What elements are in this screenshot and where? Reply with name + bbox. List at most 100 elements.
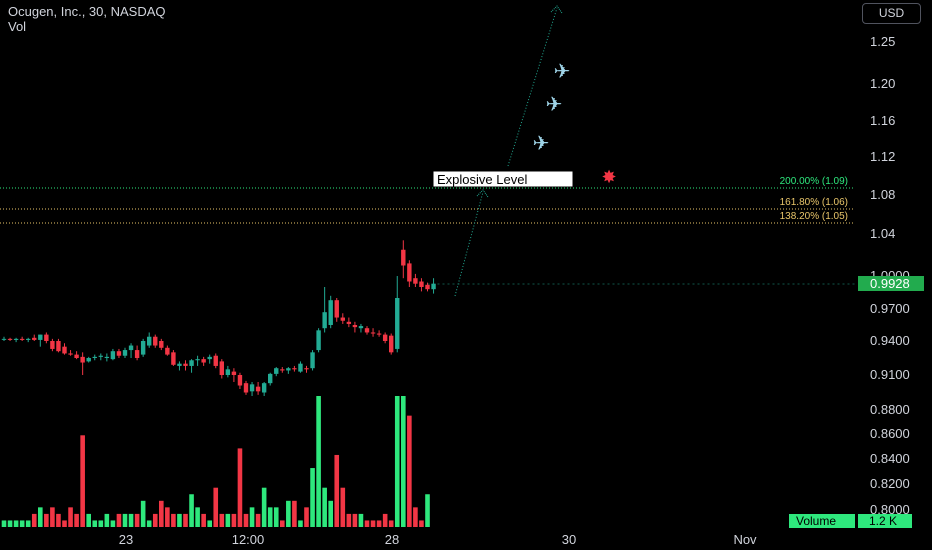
volume-bar [237, 448, 243, 527]
price-badge: 0.9928 [858, 276, 924, 291]
volume-bar [31, 513, 37, 527]
volume-bar [322, 487, 327, 527]
volume-bar [310, 468, 315, 527]
candle-body [80, 356, 85, 363]
projection-arrowhead [476, 189, 489, 198]
fib-label: 200.00% (1.09) [780, 176, 848, 187]
candle-body [364, 328, 370, 333]
candle-body [165, 347, 170, 355]
volume-bar [152, 513, 158, 527]
candle-body [116, 351, 122, 356]
x-tick-label: 23 [119, 532, 133, 547]
volume-bar [19, 520, 25, 527]
y-tick-label: 0.9400 [870, 333, 910, 348]
volume-bars [1, 396, 430, 527]
axes: 1.251.201.161.121.081.041.00000.97000.94… [119, 34, 910, 547]
volume-bar [213, 487, 219, 527]
candle-body [44, 334, 49, 341]
candle-body [122, 350, 128, 356]
candle-body [280, 369, 285, 371]
candle-body [74, 354, 79, 358]
volume-bar [316, 396, 321, 527]
y-tick-label: 0.9700 [870, 301, 910, 316]
candle-body [292, 368, 297, 370]
candle-body [370, 332, 376, 334]
chart-title: Ocugen, Inc., 30, NASDAQ [8, 4, 166, 19]
volume-bar [352, 513, 358, 527]
volume-bar [7, 520, 13, 527]
volume-bar [140, 500, 146, 527]
volume-bar [62, 520, 67, 527]
candle-body [352, 325, 358, 328]
volume-bar [382, 513, 388, 527]
x-tick-label: Nov [733, 532, 757, 547]
projection-line-upper [507, 7, 558, 167]
volume-badge-label: Volume [796, 514, 836, 528]
candle-body [243, 383, 249, 393]
volume-badge: Volume 1.2 K [789, 514, 912, 528]
volume-bar [68, 507, 73, 527]
candle-body [268, 373, 273, 384]
volume-bar [425, 494, 430, 527]
candle-body [389, 335, 394, 353]
volume-bar [56, 513, 61, 527]
candle-body [13, 338, 19, 340]
volume-bar [128, 513, 134, 527]
candle-body [32, 337, 37, 340]
explosive-level-label: Explosive Level [432, 170, 574, 188]
candle-body [128, 345, 134, 351]
candle-body [231, 371, 237, 375]
candle-body [225, 369, 231, 375]
candle-body [98, 355, 103, 357]
badges: 0.9928 Volume 1.2 K [789, 276, 924, 528]
volume-bar [104, 513, 110, 527]
candle-body [358, 326, 364, 329]
volume-bar [298, 520, 303, 527]
fib-label: 161.80% (1.06) [780, 197, 848, 208]
volume-bar [407, 415, 412, 527]
projection-arrows: ✈ ✈ ✈ ✸ [454, 5, 617, 297]
volume-bar [413, 507, 418, 527]
y-tick-label: 1.25 [870, 34, 895, 49]
candle-body [261, 383, 267, 393]
candle-body [134, 350, 140, 358]
volume-badge-label-box [789, 514, 855, 528]
volume-bar [419, 520, 424, 527]
volume-bar [44, 513, 49, 527]
volume-bar [25, 520, 31, 527]
candle-body [56, 341, 61, 352]
candle-body [304, 368, 309, 370]
volume-bar [122, 513, 128, 527]
airplane-icon: ✈ [554, 59, 571, 83]
volume-bar [231, 513, 237, 527]
y-tick-label: 1.20 [870, 76, 895, 91]
projection-line [454, 191, 484, 297]
volume-bar [304, 507, 309, 527]
price-badge-box [858, 276, 924, 291]
candle-body [153, 336, 158, 346]
volume-bar [1, 520, 7, 527]
candle-body [413, 278, 418, 284]
price-badge-text: 0.9928 [870, 276, 910, 291]
candle-body [110, 351, 116, 360]
volume-bar [328, 500, 333, 527]
candle-body [431, 283, 436, 290]
volume-bar [255, 513, 261, 527]
candle-body [171, 352, 176, 365]
candles [1, 240, 855, 396]
vol-label: Vol [8, 19, 27, 34]
candle-body [38, 334, 43, 340]
x-tick-label: 12:00 [232, 532, 265, 547]
candle-body [201, 359, 206, 363]
fib-label: 138.20% (1.05) [780, 211, 848, 222]
candle-body [334, 300, 339, 318]
volume-bar [38, 507, 43, 527]
airplane-icon: ✈ [546, 92, 563, 116]
volume-bar [13, 520, 19, 527]
explosion-icon: ✸ [601, 167, 616, 188]
currency-button[interactable]: USD [862, 3, 921, 24]
candle-body [207, 356, 212, 360]
volume-bar [183, 513, 188, 527]
candle-body [322, 312, 327, 329]
volume-bar [334, 454, 340, 527]
